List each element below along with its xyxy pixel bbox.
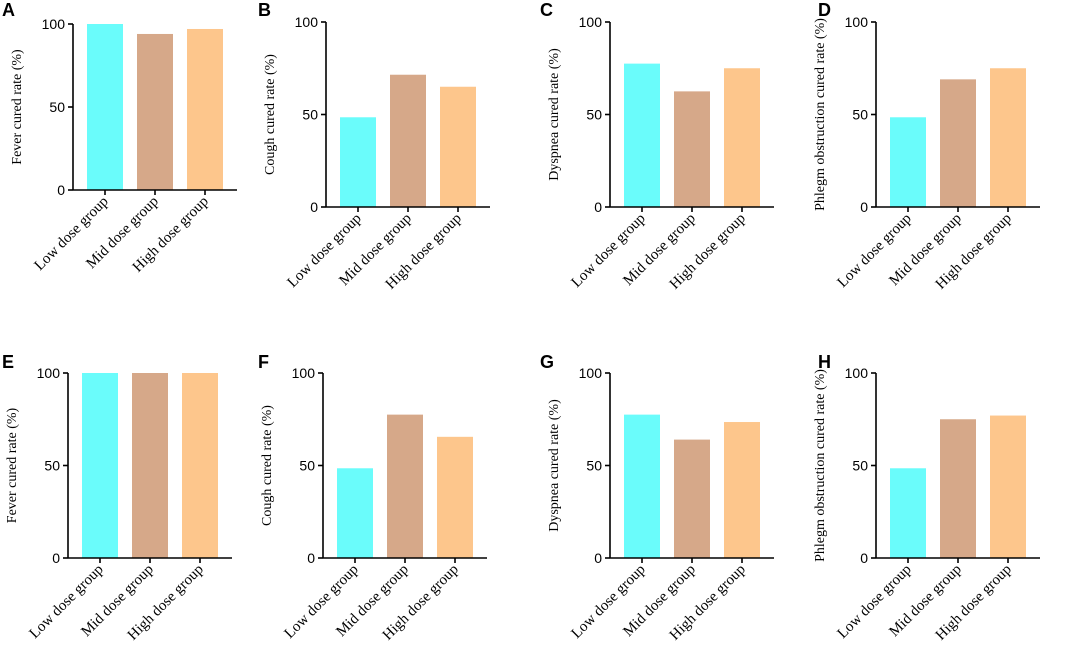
y-tick-label: 50 xyxy=(586,458,602,474)
y-axis-label: Phlegm obstruction cured rate (%) xyxy=(813,18,828,211)
bar xyxy=(437,436,473,558)
y-tick-label: 0 xyxy=(860,199,868,215)
bar xyxy=(87,24,123,190)
panel-letter: A xyxy=(2,0,15,20)
y-tick-label: 100 xyxy=(845,14,869,30)
panel-letter: F xyxy=(258,352,269,372)
y-tick-label: 100 xyxy=(292,365,316,381)
y-tick-label: 100 xyxy=(295,14,319,30)
bar xyxy=(674,91,710,207)
bar xyxy=(624,63,660,207)
y-tick-label: 0 xyxy=(310,199,318,215)
bar xyxy=(890,468,926,558)
bar xyxy=(137,33,173,191)
bar xyxy=(82,373,118,558)
y-tick-label: 100 xyxy=(845,365,869,381)
panel-letter: H xyxy=(818,352,831,372)
bar xyxy=(132,373,168,558)
panel-letter: B xyxy=(258,0,271,20)
bar xyxy=(990,415,1026,558)
y-axis-label: Cough cured rate (%) xyxy=(263,54,278,175)
y-axis-label: Cough cured rate (%) xyxy=(260,405,275,526)
y-tick-label: 50 xyxy=(586,107,602,123)
bar xyxy=(340,117,376,207)
bar xyxy=(724,422,760,558)
bar xyxy=(387,414,423,558)
y-axis-label: Phlegm obstruction cured rate (%) xyxy=(813,369,828,562)
bar xyxy=(890,117,926,207)
bar xyxy=(990,68,1026,207)
y-tick-label: 0 xyxy=(594,550,602,566)
y-tick-label: 50 xyxy=(299,458,315,474)
y-tick-label: 100 xyxy=(579,14,603,30)
y-tick-label: 0 xyxy=(57,182,65,198)
y-tick-label: 50 xyxy=(44,458,60,474)
y-tick-label: 0 xyxy=(860,550,868,566)
chart-panel-d: D 0 50 100 Phlegm obstruction cured rate (%)… xyxy=(813,0,1040,293)
y-tick-label: 50 xyxy=(852,458,868,474)
panel-letter: C xyxy=(540,0,553,20)
panel-letter: E xyxy=(2,352,14,372)
panel-letter: D xyxy=(818,0,831,20)
bar xyxy=(674,439,710,558)
bar xyxy=(440,86,476,207)
y-tick-label: 100 xyxy=(42,16,66,32)
bar xyxy=(337,468,373,558)
bar xyxy=(390,74,426,207)
y-tick-label: 100 xyxy=(579,365,603,381)
y-tick-label: 50 xyxy=(852,107,868,123)
y-tick-label: 50 xyxy=(302,107,318,123)
y-tick-label: 50 xyxy=(49,99,65,115)
bar xyxy=(940,419,976,558)
bar xyxy=(187,28,223,191)
y-tick-label: 0 xyxy=(594,199,602,215)
y-axis-label: Fever cured rate (%) xyxy=(5,407,20,523)
y-axis-label: Dyspnea cured rate (%) xyxy=(547,399,562,532)
y-axis-label: Fever cured rate (%) xyxy=(10,49,25,165)
chart-panel-h: H 0 50 100 Phlegm obstruction cured rate (%)… xyxy=(813,352,1040,644)
bar xyxy=(724,68,760,207)
bar xyxy=(182,373,218,558)
y-tick-label: 0 xyxy=(307,550,315,566)
bar xyxy=(624,414,660,558)
panel-letter: G xyxy=(540,352,554,372)
y-tick-label: 0 xyxy=(52,550,60,566)
y-axis-label: Dyspnea cured rate (%) xyxy=(547,48,562,181)
bar xyxy=(940,79,976,207)
y-tick-label: 100 xyxy=(37,365,61,381)
